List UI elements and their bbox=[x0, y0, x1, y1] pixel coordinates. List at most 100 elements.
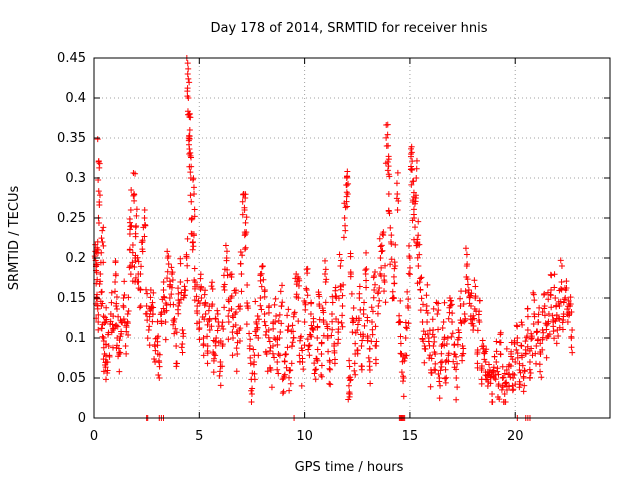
data-point bbox=[184, 60, 191, 67]
data-point bbox=[143, 303, 150, 309]
data-point bbox=[131, 197, 138, 204]
data-point bbox=[322, 279, 329, 285]
data-point bbox=[344, 173, 351, 180]
data-point bbox=[306, 352, 313, 359]
y-tick-label: 0.4 bbox=[65, 91, 86, 106]
data-point bbox=[354, 321, 361, 328]
data-point bbox=[560, 299, 567, 306]
data-point bbox=[290, 313, 297, 320]
data-point bbox=[304, 265, 311, 272]
data-point bbox=[193, 293, 200, 300]
data-point bbox=[495, 371, 502, 378]
data-point bbox=[170, 301, 177, 308]
data-point bbox=[506, 383, 513, 390]
data-point bbox=[100, 356, 107, 363]
data-point bbox=[351, 367, 358, 374]
data-point bbox=[395, 197, 402, 204]
data-point bbox=[131, 191, 138, 198]
data-point bbox=[298, 382, 305, 389]
data-point bbox=[155, 333, 162, 340]
data-point bbox=[189, 176, 196, 183]
data-point bbox=[309, 325, 316, 332]
data-point bbox=[409, 197, 416, 204]
data-point bbox=[380, 229, 387, 236]
data-point bbox=[179, 327, 186, 333]
data-point bbox=[150, 304, 157, 311]
data-point bbox=[556, 315, 563, 322]
data-point bbox=[459, 350, 466, 357]
data-point bbox=[102, 376, 109, 383]
data-point bbox=[459, 343, 466, 349]
data-point bbox=[168, 264, 175, 271]
data-point bbox=[377, 270, 384, 277]
data-point bbox=[507, 362, 514, 369]
data-point bbox=[108, 299, 115, 306]
data-point bbox=[369, 319, 376, 325]
data-point bbox=[303, 285, 310, 292]
data-point bbox=[214, 307, 221, 314]
data-point bbox=[156, 363, 163, 370]
data-point bbox=[408, 149, 415, 156]
data-point bbox=[429, 331, 436, 338]
data-point bbox=[100, 224, 107, 231]
data-point bbox=[346, 393, 353, 400]
data-point bbox=[141, 207, 148, 214]
data-point bbox=[382, 299, 389, 306]
data-point bbox=[286, 387, 293, 394]
data-point bbox=[95, 188, 102, 195]
data-point bbox=[234, 351, 241, 357]
data-point bbox=[120, 302, 127, 309]
data-point bbox=[254, 324, 261, 331]
x-axis-label: GPS time / hours bbox=[295, 460, 404, 475]
data-point bbox=[206, 315, 213, 322]
x-tick-label: 5 bbox=[195, 429, 203, 444]
data-point bbox=[344, 191, 351, 197]
data-point bbox=[94, 136, 101, 143]
data-point bbox=[237, 249, 244, 256]
data-point bbox=[270, 325, 277, 332]
data-point bbox=[128, 187, 135, 194]
data-point bbox=[538, 374, 545, 381]
data-point bbox=[410, 206, 417, 213]
data-point bbox=[493, 338, 500, 345]
data-point bbox=[472, 283, 479, 290]
data-point bbox=[147, 307, 154, 314]
data-point bbox=[455, 327, 462, 333]
data-point bbox=[423, 292, 430, 299]
data-point bbox=[246, 345, 253, 352]
data-point bbox=[516, 360, 523, 367]
data-point bbox=[98, 325, 105, 332]
data-point bbox=[120, 316, 127, 323]
data-point bbox=[398, 369, 405, 376]
data-point bbox=[435, 371, 442, 378]
data-point bbox=[463, 251, 470, 258]
data-point bbox=[122, 343, 129, 349]
data-point bbox=[507, 374, 514, 381]
data-point bbox=[533, 360, 540, 367]
data-point bbox=[471, 305, 478, 312]
data-point bbox=[261, 311, 268, 317]
data-point bbox=[346, 363, 353, 370]
data-point bbox=[329, 326, 336, 333]
data-point bbox=[270, 343, 277, 349]
data-point bbox=[397, 297, 404, 304]
data-point bbox=[449, 330, 456, 337]
data-point bbox=[363, 277, 370, 284]
data-point bbox=[471, 315, 478, 322]
data-point bbox=[305, 346, 312, 353]
data-point bbox=[388, 240, 395, 247]
data-point bbox=[413, 165, 420, 172]
data-point bbox=[186, 79, 193, 86]
data-point bbox=[341, 215, 348, 221]
data-point bbox=[423, 307, 430, 314]
data-point bbox=[489, 391, 496, 397]
data-point bbox=[133, 212, 140, 219]
data-point bbox=[216, 372, 223, 379]
data-point bbox=[514, 354, 521, 361]
data-point bbox=[545, 311, 552, 317]
data-point bbox=[299, 355, 306, 362]
data-point bbox=[108, 289, 115, 296]
data-point bbox=[437, 382, 444, 389]
data-point bbox=[191, 191, 198, 197]
data-point bbox=[315, 291, 322, 298]
